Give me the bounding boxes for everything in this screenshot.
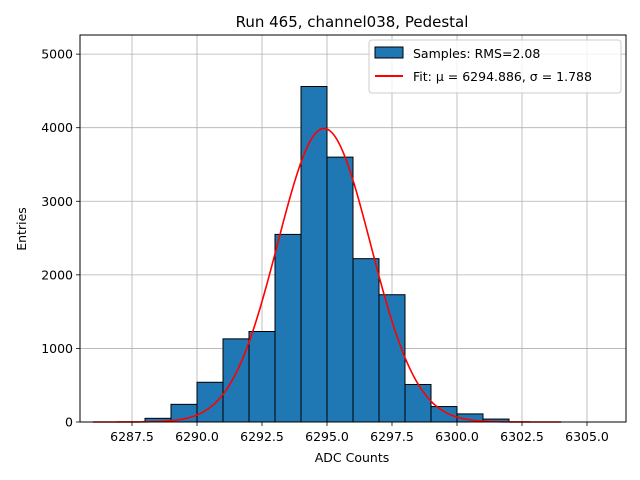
x-tick-label-7: 6305.0: [565, 429, 609, 444]
y-tick-label-0: 0: [65, 415, 73, 430]
y-tick-label-2: 2000: [41, 267, 73, 282]
y-tick-label-4: 4000: [41, 120, 73, 135]
x-tick-label-1: 6290.0: [175, 429, 219, 444]
histogram-bar-6: [248, 331, 276, 423]
legend-label-samples: Samples: RMS=2.08: [413, 46, 540, 61]
histogram-bar-11: [378, 294, 406, 423]
histogram-bar-13: [430, 406, 458, 423]
x-tick-label-4: 6297.5: [370, 429, 414, 444]
legend-label-fit: Fit: μ = 6294.886, σ = 1.788: [413, 69, 592, 84]
x-tick-label-6: 6302.5: [500, 429, 544, 444]
histogram-bar-10: [352, 258, 380, 423]
histogram-bar-4: [196, 381, 224, 423]
histogram-bar-7: [274, 233, 302, 423]
histogram-bar-12: [404, 383, 432, 423]
x-tick-label-2: 6292.5: [240, 429, 284, 444]
x-tick-label-0: 6287.5: [110, 429, 154, 444]
legend-box: [368, 39, 622, 94]
y-axis-ticks: 0 1000 2000 3000 4000 5000: [41, 47, 80, 430]
x-tick-label-5: 6300.0: [435, 429, 479, 444]
fit-curve: [93, 127, 561, 423]
y-tick-label-3: 3000: [41, 194, 73, 209]
x-axis-ticks: 6287.5 6290.0 6292.5 6295.0 6297.5 6300.0 6302…: [110, 422, 609, 444]
plot-frame: [79, 34, 627, 423]
legend: Samples: RMS=2.08 Fit: μ = 6294.886, σ =…: [368, 39, 622, 94]
y-axis-label: Entries: [14, 207, 29, 251]
histogram-bar-8: [300, 86, 328, 423]
chart-title: Run 465, channel038, Pedestal: [236, 13, 469, 31]
x-axis-label: ADC Counts: [315, 450, 390, 465]
x-tick-label-3: 6295.0: [305, 429, 349, 444]
histogram-bar-9: [326, 156, 354, 423]
y-tick-label-5: 5000: [41, 47, 73, 62]
y-tick-label-1: 1000: [41, 341, 73, 356]
legend-swatch-samples: [374, 46, 404, 59]
